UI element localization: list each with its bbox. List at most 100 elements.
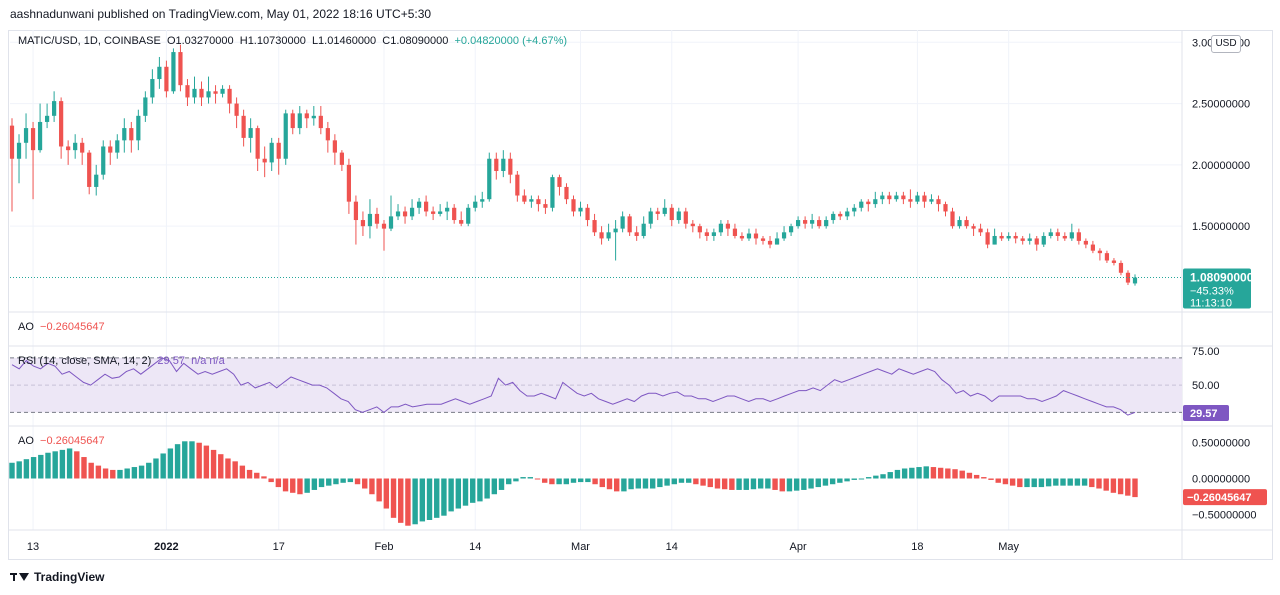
candle-body: [852, 207, 857, 212]
candle-body: [1013, 235, 1018, 239]
candle-body: [424, 201, 429, 212]
ao-bar: [45, 452, 51, 479]
ao-bar: [1038, 478, 1045, 488]
rsi-label-na: n/a n/a: [191, 355, 225, 367]
candle-body: [374, 213, 380, 224]
ao-bar: [225, 458, 231, 479]
candle-body: [529, 199, 534, 202]
ao2-label-name: AO: [18, 435, 34, 447]
ao-bar: [981, 477, 987, 479]
ao-bar: [297, 478, 303, 495]
ao-bar: [995, 478, 1001, 483]
candle-body: [276, 142, 281, 159]
candle-body: [473, 201, 478, 208]
candle-body: [634, 232, 639, 236]
candle-body: [227, 88, 232, 104]
price-tick-label: 1.50000000: [1192, 221, 1250, 233]
rsi-tick-label: 75.00: [1192, 346, 1220, 358]
ao-bar: [383, 478, 390, 509]
candle-body: [199, 88, 204, 98]
candle-body: [536, 199, 541, 205]
ao-value-badge: [1183, 489, 1267, 506]
candle-body: [662, 207, 667, 214]
candle-body: [143, 97, 148, 116]
candle-body: [887, 195, 892, 200]
ao-bar: [657, 478, 663, 488]
candle-body: [1083, 240, 1088, 245]
value-badges: 1.08090000−45.33%11:13:10 29.57 −0.2604564…: [1183, 268, 1267, 506]
ao-bar: [887, 472, 893, 479]
ao-bar: [16, 461, 22, 479]
currency-button[interactable]: USD: [1211, 35, 1241, 53]
candle-body: [367, 213, 373, 227]
candle-body: [1020, 238, 1025, 241]
ao-bar: [354, 478, 361, 485]
last-price-change: −45.33%: [1190, 286, 1234, 298]
candle-body: [136, 115, 141, 141]
ao-label-value: −0.26045647: [40, 321, 105, 333]
candle-body: [206, 91, 211, 98]
candle-body: [416, 201, 422, 208]
candle-body: [592, 220, 597, 233]
candle-body: [1041, 235, 1046, 245]
candle-body: [339, 152, 344, 165]
candle-body: [894, 195, 899, 200]
candle-body: [255, 128, 260, 159]
candle-body: [1104, 253, 1110, 261]
ao-bar: [707, 478, 713, 488]
ao-histogram: [9, 441, 1138, 526]
candle-body: [859, 201, 864, 208]
ao-bar: [851, 478, 857, 480]
ao-bar: [556, 478, 562, 485]
ao-bar: [592, 478, 598, 485]
candle-body: [690, 223, 695, 227]
ao-bar: [167, 448, 174, 479]
ao-bar: [736, 478, 742, 490]
candle-body: [1006, 235, 1011, 239]
ao-bar: [1103, 478, 1109, 491]
ao-bar: [606, 478, 613, 490]
candle-body: [543, 204, 548, 208]
ao-bar: [527, 477, 534, 479]
ao-bar: [577, 478, 584, 483]
candle-body: [297, 113, 302, 129]
candle-body: [248, 128, 253, 138]
ao-bar: [117, 469, 123, 479]
ao-bar: [714, 478, 721, 489]
ao-bar: [945, 468, 951, 479]
candle-body: [388, 216, 394, 229]
ao-bar: [203, 445, 210, 479]
candle-body: [508, 158, 513, 175]
candle-body: [585, 207, 590, 221]
ao-bar: [1002, 478, 1009, 485]
price-tick-label: 2.00000000: [1192, 160, 1250, 172]
candle-body: [269, 142, 274, 163]
tradingview-footer[interactable]: TradingView: [10, 570, 104, 584]
candle-body: [213, 91, 218, 94]
candle-body: [704, 232, 709, 236]
candle-body: [627, 216, 632, 233]
candle-body: [964, 220, 969, 227]
candle-body: [108, 146, 113, 153]
ao-bar: [786, 478, 793, 492]
candlestick-series: [9, 44, 1138, 286]
candle-body: [304, 113, 309, 119]
ao-label: AO −0.26045647: [18, 435, 105, 447]
candle-body: [683, 211, 688, 224]
ao-bar: [66, 448, 73, 479]
ao-bar: [757, 478, 764, 489]
ao-bar: [210, 449, 217, 479]
time-tick-label: 14: [666, 541, 678, 553]
ao-bar: [254, 472, 260, 479]
last-price-badge: [1183, 268, 1251, 309]
ao-bar: [88, 462, 94, 479]
candle-body: [192, 88, 197, 98]
candle-body: [353, 201, 359, 221]
candle-body: [381, 223, 387, 229]
ao-bar: [693, 478, 699, 485]
candle-body: [290, 113, 295, 129]
candle-body: [992, 235, 997, 245]
chart-frame[interactable]: [8, 30, 1273, 560]
candle-body: [873, 199, 878, 205]
